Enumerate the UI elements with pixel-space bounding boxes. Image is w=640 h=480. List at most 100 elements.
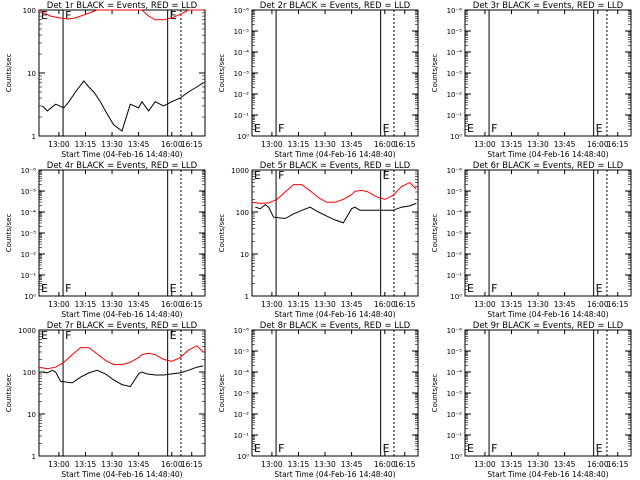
plot-frame [464, 329, 632, 457]
y-axis-label: Counts/sec [218, 374, 226, 413]
y-tick-label: 10⁻⁴ [447, 369, 463, 377]
plot-frame [251, 9, 419, 137]
x-tick-label: 16:00 [161, 300, 183, 309]
x-tick-label: 16:15 [181, 140, 203, 149]
x-axis-label: Start Time (04-Feb-16 14:48:40) [274, 150, 395, 159]
x-tick-label: 16:00 [587, 140, 609, 149]
panel-det-4: Det 4r BLACK = Events, RED = LLD Counts/s… [5, 161, 206, 319]
x-tick-label: 13:15 [501, 460, 523, 469]
marker-e-right: E [170, 329, 177, 342]
x-tick-label: 13:00 [261, 140, 283, 149]
y-tick-label: 10⁻³ [21, 230, 37, 238]
panel-title: Det 2r BLACK = Events, RED = LLD [260, 1, 411, 11]
x-tick-label: 13:00 [474, 460, 496, 469]
y-axis-label: Counts/sec [5, 374, 13, 413]
series-events [42, 365, 204, 388]
x-tick-label: 13:30 [314, 460, 336, 469]
y-tick-label: 100 [236, 209, 249, 217]
y-tick-label: 1000 [18, 327, 36, 335]
panel-det-9: Det 9r BLACK = Events, RED = LLD Counts/s… [431, 321, 632, 479]
x-tick-label: 13:30 [101, 300, 123, 309]
y-tick-label: 10⁻⁴ [447, 209, 463, 217]
marker-f: F [491, 282, 497, 295]
y-tick-label: 10⁻⁴ [21, 209, 37, 217]
y-axis-label: Counts/sec [5, 214, 13, 253]
y-axis-label: Counts/sec [218, 54, 226, 93]
x-tick-label: 16:15 [607, 460, 629, 469]
marker-e-right: E [170, 282, 177, 295]
x-tick-label: 16:00 [587, 460, 609, 469]
y-tick-label: 1000 [231, 167, 249, 175]
y-tick-label: 10⁻¹ [234, 112, 250, 120]
y-tick-label: 10⁻² [447, 91, 463, 99]
panel-det-1: Det 1r BLACK = Events, RED = LLD Counts/s… [5, 1, 206, 159]
y-tick-label: 10⁻⁴ [234, 369, 250, 377]
y-tick-label: 10⁰ [24, 293, 36, 301]
y-tick-label: 10⁻⁵ [234, 348, 250, 356]
marker-e-right: E [596, 122, 603, 135]
x-tick-label: 13:15 [288, 140, 310, 149]
marker-e-right: E [596, 282, 603, 295]
plot-frame [464, 9, 632, 137]
x-tick-label: 13:45 [554, 460, 576, 469]
y-tick-label: 10⁻³ [234, 70, 250, 78]
y-tick-label: 10⁻³ [234, 390, 250, 398]
panel-det-8: Det 8r BLACK = Events, RED = LLD Counts/s… [218, 321, 419, 479]
x-tick-label: 13:30 [101, 460, 123, 469]
y-tick-label: 10⁻⁵ [447, 28, 463, 36]
marker-f: F [278, 122, 284, 135]
x-tick-label: 16:00 [374, 140, 396, 149]
y-tick-label: 10⁻³ [447, 70, 463, 78]
y-axis-label: Counts/sec [431, 54, 439, 93]
y-tick-label: 10⁰ [450, 453, 462, 461]
marker-e-right: E [383, 169, 390, 182]
plot-frame [38, 329, 206, 457]
x-tick-label: 13:00 [474, 140, 496, 149]
x-axis-label: Start Time (04-Feb-16 14:48:40) [61, 150, 182, 159]
x-tick-label: 13:00 [261, 300, 283, 309]
x-tick-label: 13:15 [75, 140, 97, 149]
y-tick-label: 10⁰ [450, 293, 462, 301]
marker-e-left: E [254, 442, 261, 455]
y-tick-label: 10⁻¹ [21, 272, 37, 280]
x-tick-label: 16:15 [607, 300, 629, 309]
y-axis-label: Counts/sec [431, 374, 439, 413]
y-tick-label: 10⁻⁴ [447, 49, 463, 57]
marker-e-right: E [170, 9, 177, 22]
y-tick-label: 10⁻⁶ [447, 7, 463, 15]
panel-title: Det 5r BLACK = Events, RED = LLD [260, 161, 411, 171]
x-tick-label: 13:30 [527, 300, 549, 309]
plot-frame [38, 9, 206, 137]
marker-e-left: E [254, 122, 261, 135]
x-tick-label: 13:45 [128, 460, 150, 469]
series-events [255, 202, 417, 224]
marker-e-left: E [467, 122, 474, 135]
y-tick-label: 10⁻⁶ [234, 7, 250, 15]
y-tick-label: 10⁻⁶ [447, 327, 463, 335]
panel-det-5: Det 5r BLACK = Events, RED = LLD Counts/s… [218, 161, 419, 319]
x-tick-label: 16:00 [374, 300, 396, 309]
plot-frame [38, 169, 206, 297]
y-axis-label: Counts/sec [5, 54, 13, 93]
x-tick-label: 16:00 [161, 460, 183, 469]
y-tick-label: 10⁻⁴ [234, 49, 250, 57]
plot-frame [251, 169, 419, 297]
series-lld [251, 181, 417, 204]
marker-e-right: E [383, 122, 390, 135]
marker-f: F [491, 122, 497, 135]
y-tick-label: 10⁻⁵ [447, 188, 463, 196]
y-tick-label: 10⁻³ [447, 390, 463, 398]
x-tick-label: 13:15 [75, 300, 97, 309]
x-tick-label: 13:45 [554, 140, 576, 149]
y-tick-label: 10⁻⁵ [234, 28, 250, 36]
y-tick-label: 10⁻² [234, 411, 250, 419]
x-tick-label: 13:00 [48, 460, 70, 469]
marker-f: F [278, 169, 284, 182]
y-tick-label: 10⁻⁶ [21, 167, 37, 175]
plot-frame [251, 329, 419, 457]
x-tick-label: 13:15 [501, 140, 523, 149]
x-tick-label: 13:45 [341, 300, 363, 309]
x-tick-label: 13:00 [48, 140, 70, 149]
marker-e-left: E [41, 282, 48, 295]
